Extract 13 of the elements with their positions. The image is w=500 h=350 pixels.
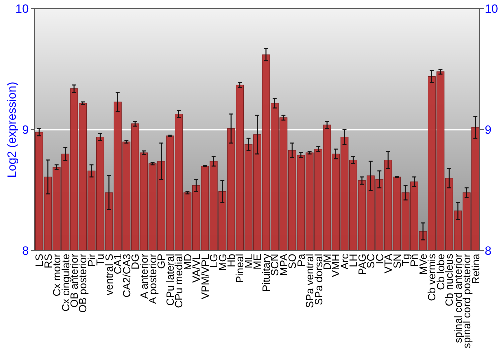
y2-tick-label: 9: [485, 123, 492, 138]
y-tick-label: 9: [22, 123, 30, 138]
y2-tick-label: 10: [485, 2, 499, 16]
y2-tick-label: 8: [485, 244, 492, 258]
x-tick-label: OB posterior: [78, 254, 90, 313]
x-tick-label: DG: [130, 254, 142, 270]
x-tick-label: RS: [42, 254, 55, 269]
x-tick-label: A posterior: [147, 254, 160, 304]
y-tick-label: 10: [16, 2, 30, 16]
x-tick-label: Tg: [400, 254, 412, 266]
x-tick-label: Arc: [339, 254, 352, 270]
y-axis-title: Log2 (expression): [5, 82, 20, 178]
y-tick-label: 8: [22, 244, 30, 258]
